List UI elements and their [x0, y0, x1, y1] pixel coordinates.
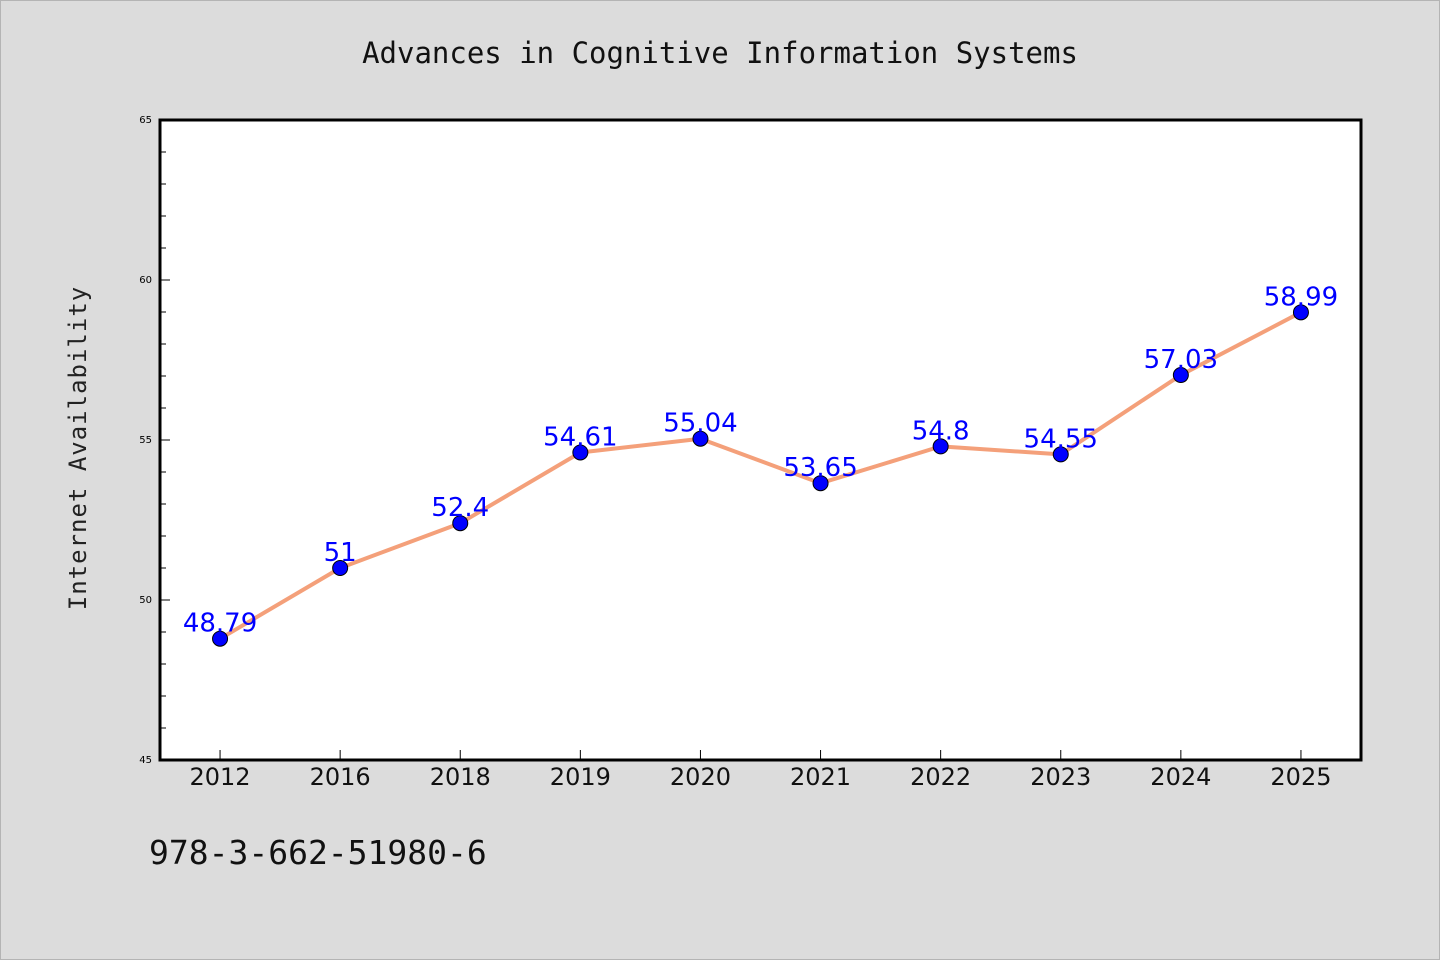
- x-tick-label: 2019: [550, 763, 611, 791]
- data-labels: 48.79 51 52.4 54.61 55.04 53.65 54.8 54.55 57.03…: [183, 282, 1338, 638]
- data-point: [1052, 446, 1069, 463]
- data-point: [692, 430, 709, 447]
- plot-area: [160, 120, 1361, 760]
- data-label: 57.03: [1144, 345, 1218, 375]
- y-tick-label: 60: [139, 275, 152, 286]
- chart-title: Advances in Cognitive Information System…: [362, 36, 1078, 70]
- x-tick-label: 2022: [910, 763, 971, 791]
- isbn-text: 978-3-662-51980-6: [149, 833, 487, 872]
- series-line: [218, 310, 1303, 641]
- data-label: 54.61: [543, 422, 617, 452]
- data-label: 54.8: [912, 416, 970, 446]
- data-label: 48.79: [183, 609, 257, 639]
- plot-border: [158, 118, 1363, 762]
- y-axis-label: Internet Availability: [64, 286, 92, 610]
- data-label: 51: [324, 538, 357, 568]
- x-tick-label: 2021: [790, 763, 851, 791]
- data-point: [1292, 304, 1309, 321]
- data-point: [812, 475, 829, 492]
- data-point: [212, 630, 229, 647]
- data-point: [332, 560, 349, 576]
- data-label: 53.65: [783, 453, 857, 483]
- x-tick-label: 2024: [1150, 763, 1211, 791]
- data-point: [572, 444, 589, 461]
- y-tick-label: 45: [139, 755, 152, 766]
- data-label: 54.55: [1024, 424, 1098, 454]
- x-axis-ticks: 2012 2016 2018 2019 2020 2021 2022 2023 2024 2025: [190, 750, 1331, 791]
- data-point: [932, 438, 949, 455]
- y-tick-label: 50: [139, 595, 152, 606]
- x-tick-label: 2020: [670, 763, 731, 791]
- data-point: [452, 515, 469, 532]
- data-label: 55.04: [663, 409, 737, 439]
- data-point: [1172, 367, 1189, 384]
- y-tick-label: 65: [139, 115, 152, 126]
- x-tick-label: 2016: [310, 763, 371, 791]
- y-tick-label: 55: [139, 435, 152, 446]
- data-label: 52.4: [431, 493, 489, 523]
- x-tick-label: 2012: [190, 763, 251, 791]
- series-line-path: [218, 310, 1303, 641]
- data-label: 58.99: [1264, 282, 1338, 312]
- series-markers: [212, 304, 1309, 647]
- x-tick-label: 2023: [1030, 763, 1091, 791]
- x-tick-label: 2018: [430, 763, 491, 791]
- x-tick-label: 2025: [1270, 763, 1331, 791]
